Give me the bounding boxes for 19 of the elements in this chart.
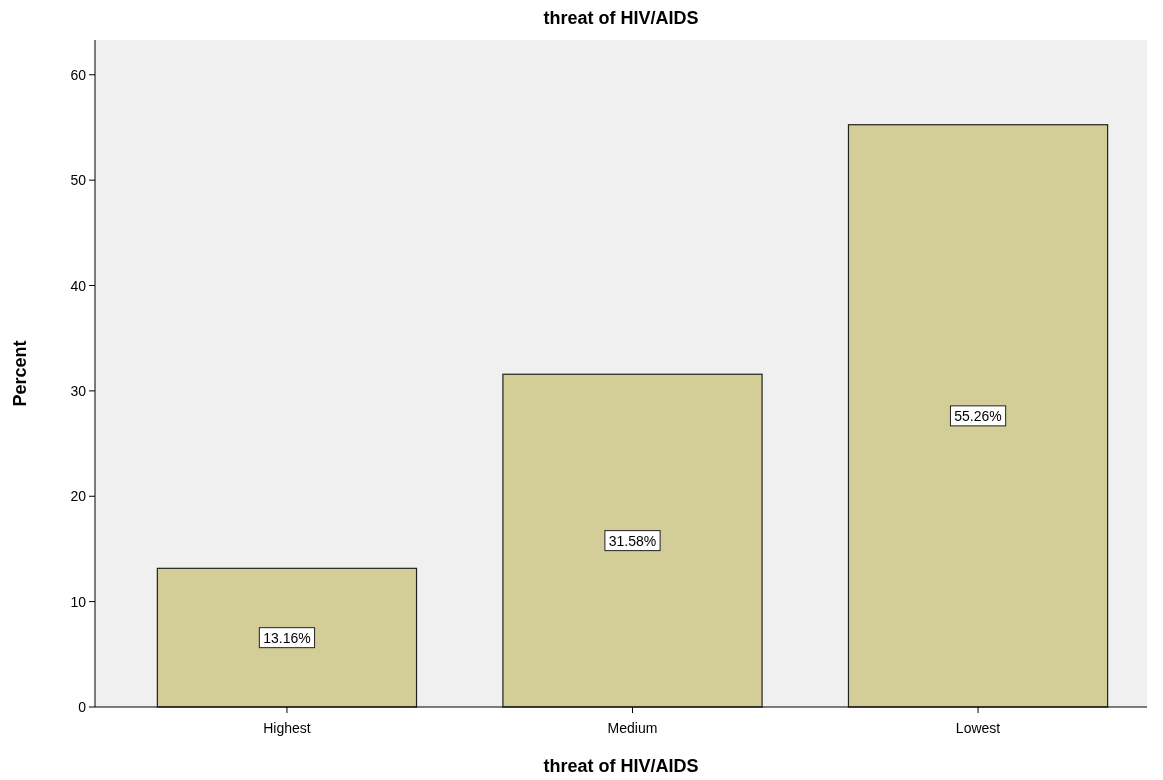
x-tick-label: Highest: [263, 720, 311, 736]
x-tick-label: Medium: [607, 720, 658, 736]
y-tick-label: 0: [78, 699, 87, 715]
y-axis-title: Percent: [10, 340, 30, 407]
bar: [502, 373, 763, 708]
bar: [156, 567, 418, 708]
y-tick-label: 10: [70, 593, 87, 610]
y-tick-label: 50: [70, 172, 87, 189]
x-tick-label: Lowest: [955, 720, 1001, 736]
data-label: 55.26%: [954, 407, 1002, 424]
y-tick-label: 60: [70, 66, 87, 83]
data-label: 13.16%: [263, 629, 311, 646]
chart-title: threat of HIV/AIDS: [543, 8, 699, 28]
bar: [847, 124, 1109, 708]
y-tick-label: 20: [70, 488, 87, 505]
data-label: 31.58%: [608, 532, 657, 549]
y-tick-label: 40: [70, 277, 87, 294]
x-axis-title: threat of HIV/AIDS: [543, 756, 699, 776]
y-tick-label: 30: [70, 382, 87, 399]
